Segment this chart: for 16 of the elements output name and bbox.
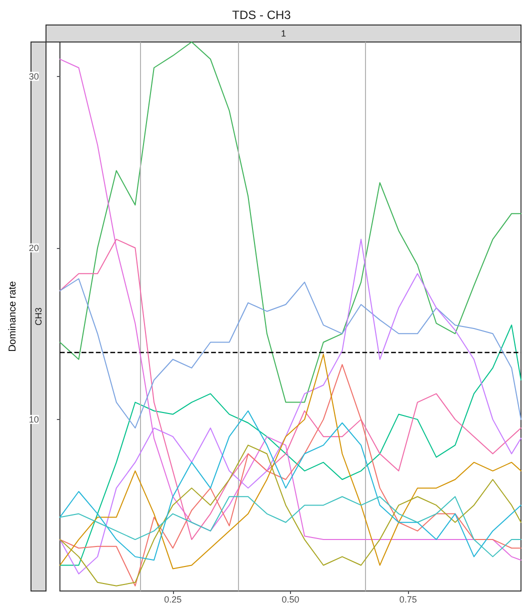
chart-title: TDS - CH3 bbox=[232, 8, 292, 22]
text: CH3 bbox=[34, 307, 44, 326]
y-axis-title: Dominance rate bbox=[8, 280, 18, 352]
x-tick-label: 0.75 bbox=[399, 594, 417, 604]
text: 1 bbox=[280, 28, 286, 38]
y-tick-label: 20 bbox=[28, 242, 39, 253]
line-series bbox=[59, 444, 522, 586]
y-tick-label: 10 bbox=[28, 414, 39, 424]
line-series bbox=[59, 42, 522, 403]
y-tick-label: 30 bbox=[28, 71, 39, 82]
line-series bbox=[59, 58, 522, 561]
line-series bbox=[59, 410, 522, 561]
x-tick-label: 0.50 bbox=[282, 594, 300, 604]
line-series bbox=[59, 278, 522, 429]
line-series bbox=[59, 496, 522, 558]
x-tick-label: 0.25 bbox=[164, 594, 182, 604]
